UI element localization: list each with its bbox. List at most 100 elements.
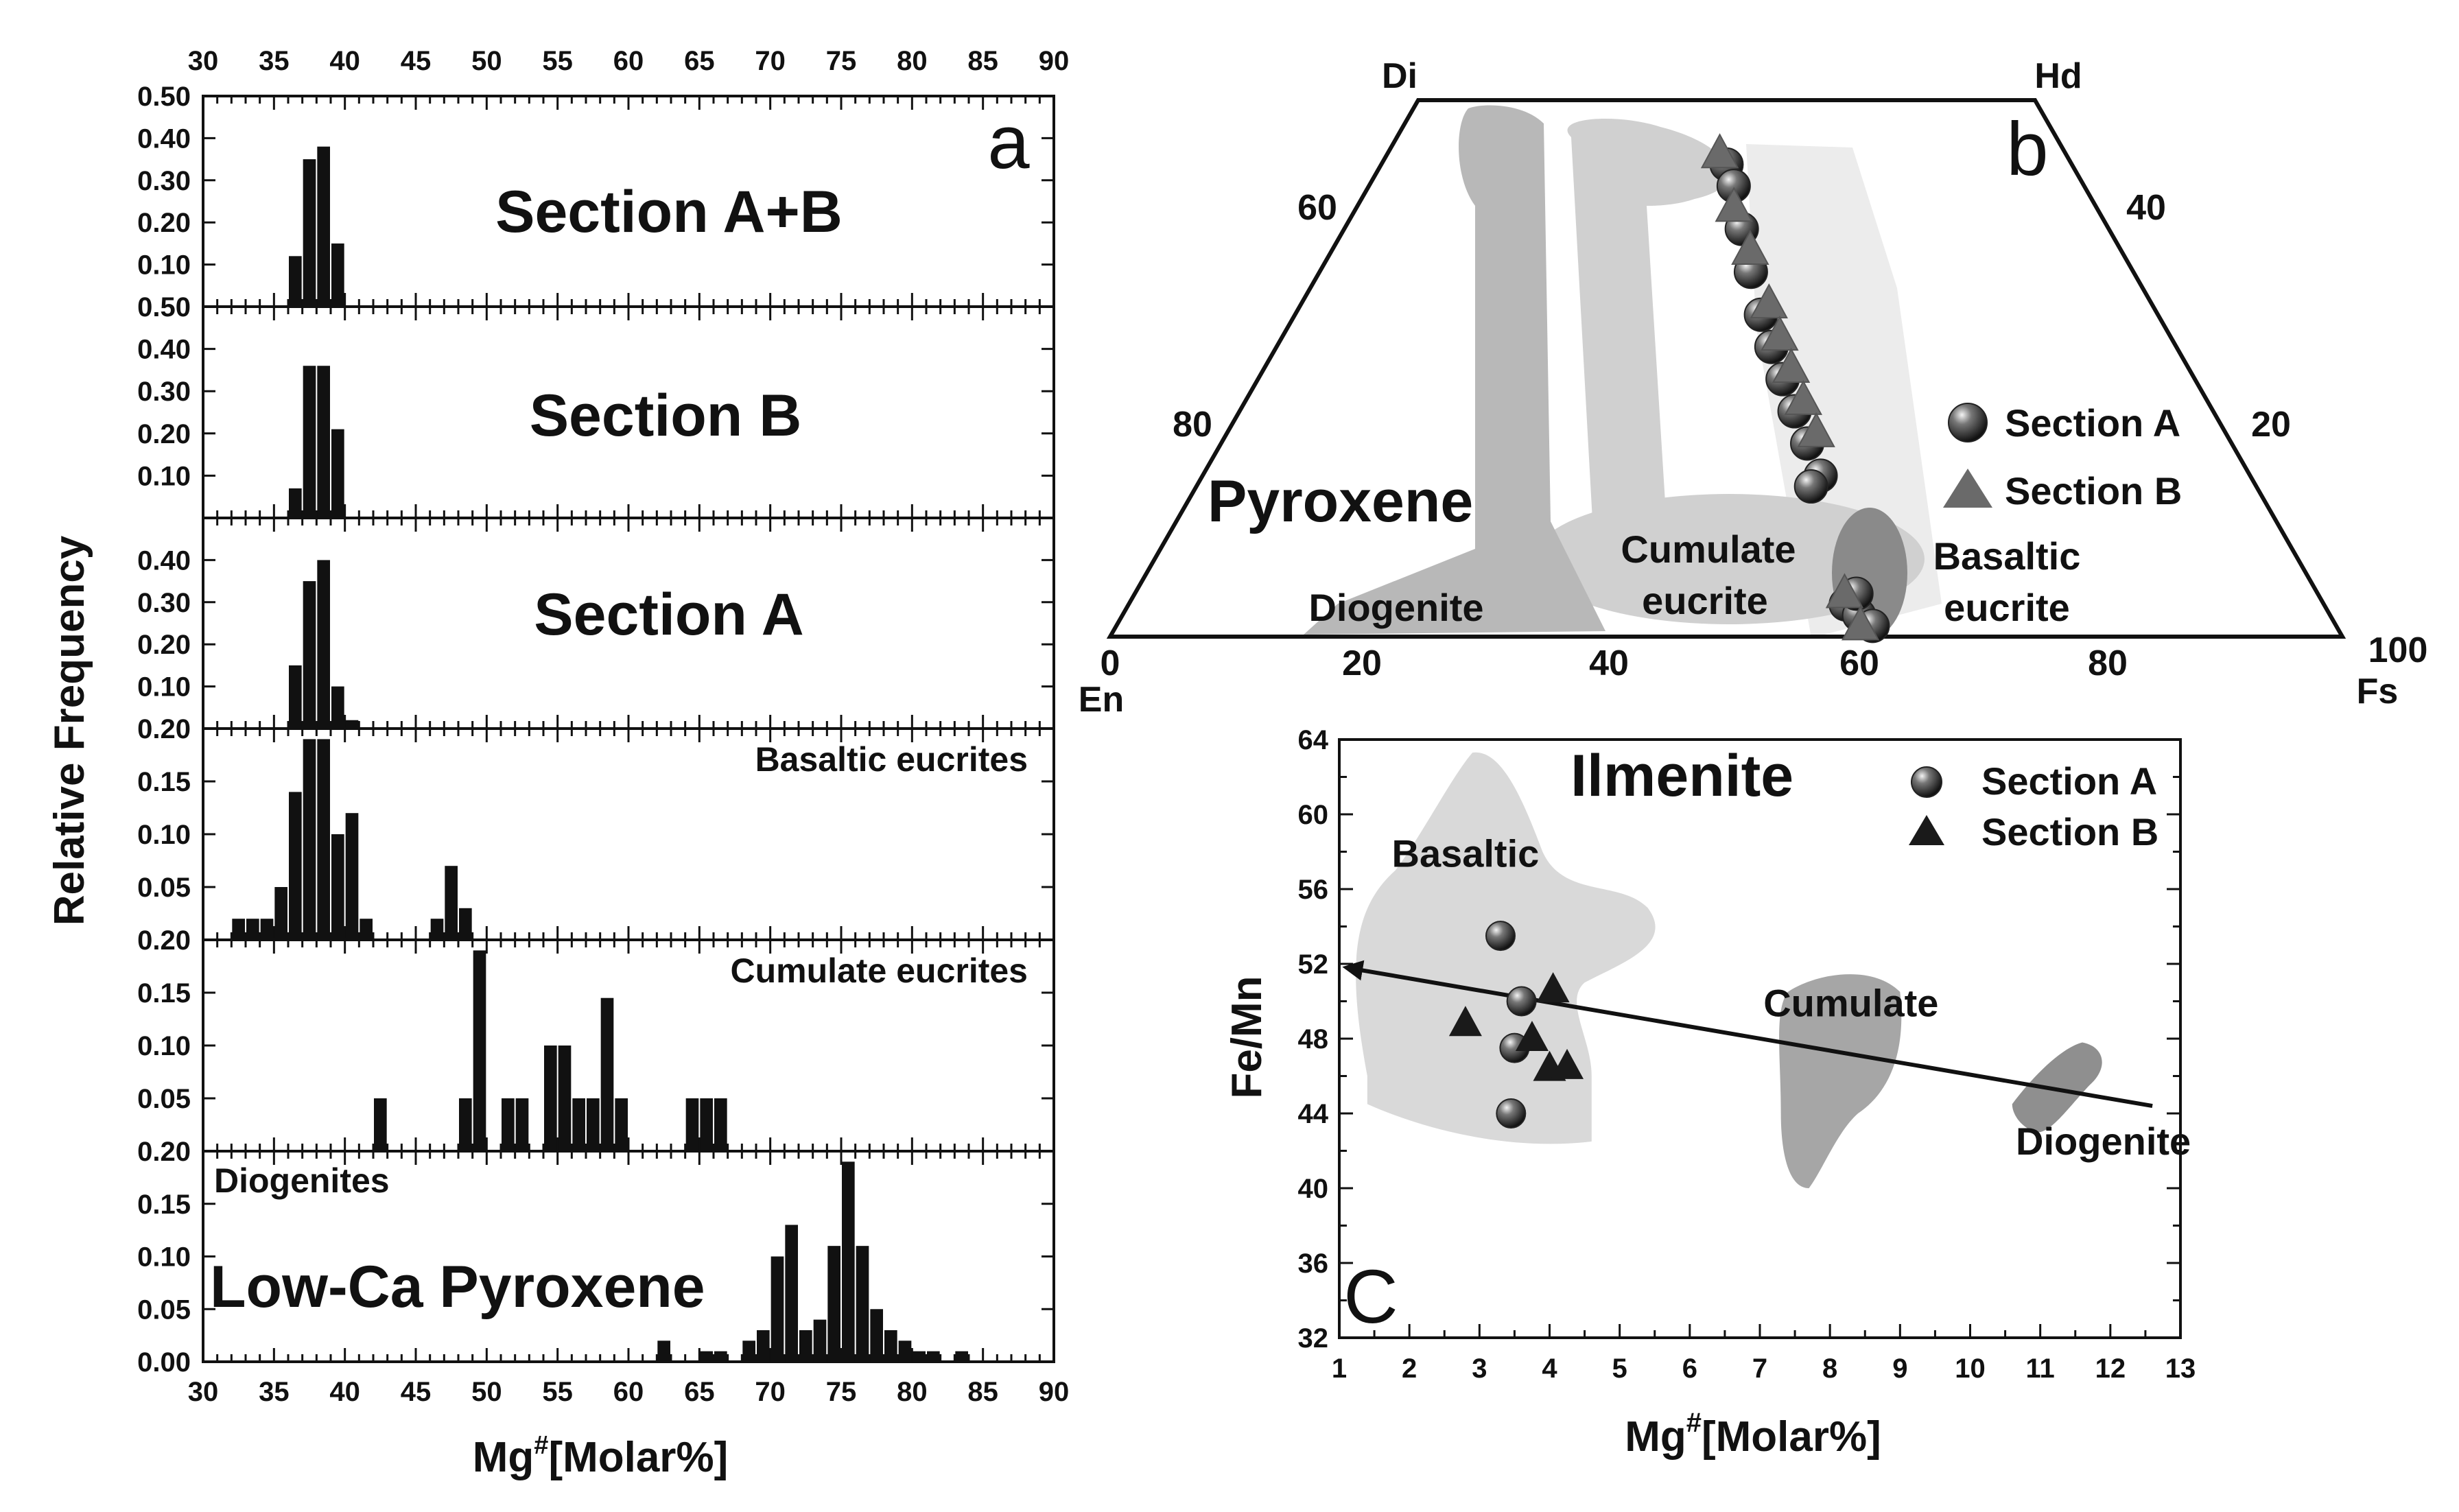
histogram-bar	[459, 1098, 472, 1151]
y-tick-label: 0.40	[137, 123, 191, 154]
x-tick-label: 8	[1822, 1354, 1837, 1384]
histogram-bar	[459, 908, 472, 940]
histogram-bar	[685, 1098, 699, 1151]
corner-label-di: Di	[1382, 56, 1417, 96]
histogram-bar	[289, 488, 302, 518]
legend-label-section-a: Section A	[1981, 759, 2157, 803]
histogram-bar	[572, 1098, 585, 1151]
histogram-subplot: 0.05 0.10 0.15 0.20 Basaltic eucrites	[137, 714, 1055, 941]
histogram-subplot: 0.10 0.20 0.30 0.40 Section A	[137, 517, 1055, 730]
x-tick-label: 65	[684, 1377, 715, 1407]
x-tick-label-top: 80	[897, 46, 928, 76]
subplot-subtitle: Diogenites	[214, 1161, 390, 1200]
histogram-bar	[303, 366, 316, 518]
y-tick-label: 56	[1298, 875, 1329, 905]
histogram-bar	[260, 919, 274, 940]
cumulate-region	[1779, 974, 1902, 1188]
histogram-subplot: 0.10 0.20 0.30 0.40 0.50 Section B	[137, 292, 1055, 519]
data-point-section-b	[1750, 283, 1788, 319]
histogram-bar	[714, 1351, 727, 1362]
bottom-tick-label: 80	[2088, 643, 2128, 683]
legend-label-section-b: Section B	[2005, 469, 2182, 512]
y-tick-label: 52	[1298, 949, 1329, 980]
panel-b-pyroxene-quadrilateral: Di Hd En Fs 0 20 40 60 80 100 60 80 40 20 Pyroxene b Dio…	[1079, 56, 2428, 720]
histogram-bar	[317, 146, 330, 307]
x-tick-label: 10	[1955, 1354, 1986, 1384]
x-tick-label: 6	[1682, 1354, 1697, 1384]
y-tick-label: 0.10	[137, 820, 191, 850]
diogenite-region	[2012, 1042, 2102, 1133]
histogram-bar	[558, 1046, 572, 1151]
y-tick-label: 0.30	[137, 166, 191, 196]
histogram-bar	[813, 1319, 827, 1362]
region-label-cumulate: Cumulate	[1763, 981, 1938, 1024]
diogenite-region	[1304, 105, 1605, 635]
left-tick-label: 80	[1173, 405, 1212, 445]
x-tick-label: 3	[1472, 1354, 1487, 1384]
histogram-bar	[289, 665, 302, 729]
data-point-section-b	[1825, 573, 1864, 609]
histogram-subplot: 0.05 0.10 0.15 0.20 Cumulate eucrites	[137, 925, 1055, 1153]
y-tick-label: 0.05	[137, 1295, 191, 1325]
y-tick-label: 0.50	[137, 292, 191, 322]
x-tick-label: 45	[401, 1377, 432, 1407]
region-label-cumulate: eucrite	[1642, 579, 1768, 622]
bottom-tick-label: 60	[1839, 643, 1879, 683]
histogram-bar	[331, 834, 344, 940]
histogram-bar	[757, 1330, 770, 1362]
x-tick-label: 75	[826, 1377, 857, 1407]
cumulate-eucrite-region	[1533, 494, 1925, 624]
x-tick-label: 60	[613, 1377, 644, 1407]
left-tick-label: 60	[1297, 188, 1337, 228]
histogram-bar	[587, 1098, 600, 1151]
y-tick-label: 0.00	[137, 1347, 191, 1378]
panel-label: C	[1343, 1255, 1398, 1339]
histogram-bar	[742, 1340, 755, 1362]
x-tick-label: 13	[2165, 1354, 2196, 1384]
x-tick-label-top: 55	[542, 46, 573, 76]
x-tick-label: 1	[1332, 1354, 1347, 1384]
y-tick-label: 0.30	[137, 377, 191, 407]
histogram-bar	[898, 1340, 912, 1362]
region-label-diogenite: Diogenite	[2016, 1120, 2191, 1163]
y-tick-label: 0.05	[137, 873, 191, 903]
region-label-cumulate: Cumulate	[1621, 528, 1796, 571]
histogram-bar	[856, 1246, 869, 1362]
x-tick-label: 4	[1542, 1354, 1557, 1384]
histogram-subplot: 0.00 0.05 0.10 0.15 0.20 Diogenites Low-Ca Pyr…	[137, 1137, 1055, 1378]
x-tick-label: 85	[967, 1377, 998, 1407]
x-tick-label: 11	[2026, 1354, 2055, 1384]
data-point-section-b	[1715, 187, 1753, 222]
panel-b-title: Pyroxene	[1208, 469, 1473, 534]
y-tick-label: 0.40	[137, 335, 191, 365]
data-point-section-b	[1731, 229, 1769, 265]
histogram-bar	[345, 720, 359, 729]
x-tick-label: 9	[1892, 1354, 1907, 1384]
histogram-bar	[331, 686, 344, 729]
y-tick-label: 0.40	[137, 545, 191, 576]
subplot-title: Section A+B	[495, 179, 843, 245]
region-label-basaltic: eucrite	[1944, 586, 2070, 629]
region-label-basaltic: Basaltic	[1933, 534, 2081, 578]
histogram-bar	[615, 1098, 628, 1151]
histogram-bar	[955, 1351, 968, 1362]
y-tick-label: 48	[1298, 1024, 1329, 1054]
corner-label-hd: Hd	[2034, 56, 2082, 96]
x-tick-label-top: 60	[613, 46, 644, 76]
x-tick-label: 30	[188, 1377, 219, 1407]
x-tick-label: 2	[1402, 1354, 1417, 1384]
y-tick-label: 44	[1298, 1099, 1329, 1129]
y-tick-label: 0.20	[137, 208, 191, 238]
y-tick-label: 0.20	[137, 925, 191, 956]
histogram-bar	[232, 919, 245, 940]
histogram-bar	[303, 739, 316, 940]
y-tick-label: 0.20	[137, 714, 191, 744]
x-tick-label-top: 50	[471, 46, 502, 76]
x-tick-label-top: 30	[188, 46, 219, 76]
histogram-bar	[515, 1098, 529, 1151]
y-tick-label: 64	[1298, 725, 1329, 755]
corner-label-fs: Fs	[2357, 672, 2399, 711]
histogram-bar	[246, 919, 259, 940]
x-tick-label-top: 70	[755, 46, 786, 76]
